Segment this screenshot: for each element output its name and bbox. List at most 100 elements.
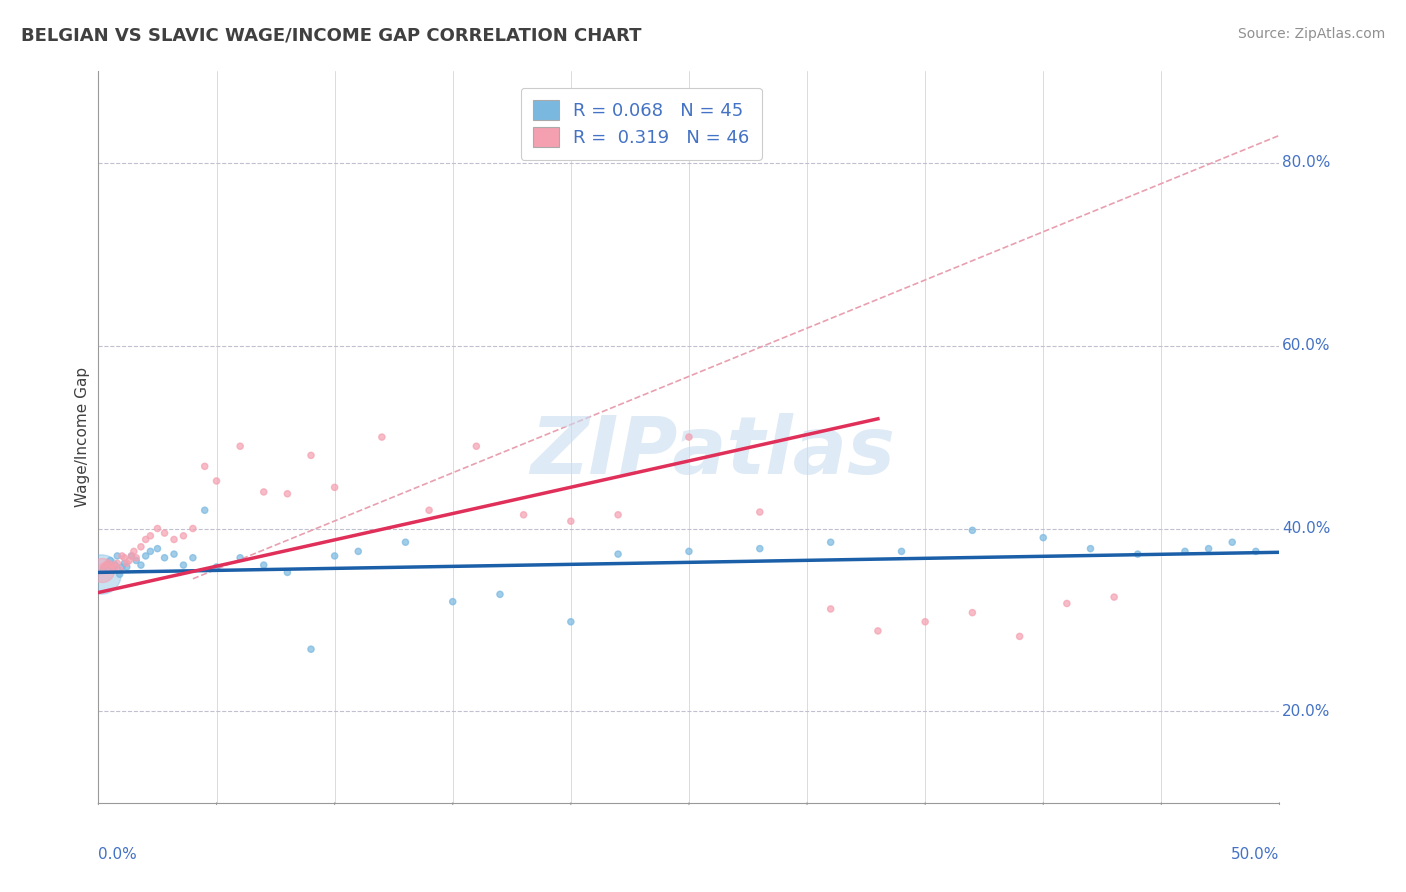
Point	[560, 514, 582, 528]
Point	[253, 485, 276, 500]
Text: BELGIAN VS SLAVIC WAGE/INCOME GAP CORRELATION CHART: BELGIAN VS SLAVIC WAGE/INCOME GAP CORREL…	[21, 27, 641, 45]
Point	[678, 544, 700, 558]
Point	[748, 505, 770, 519]
Point	[418, 503, 440, 517]
Point	[135, 533, 157, 547]
Point	[118, 553, 141, 567]
Point	[94, 558, 117, 573]
Point	[229, 550, 252, 565]
Point	[299, 448, 322, 462]
Text: 60.0%: 60.0%	[1282, 338, 1330, 353]
Point	[299, 642, 322, 657]
Text: 50.0%: 50.0%	[1232, 847, 1279, 862]
Point	[607, 547, 630, 561]
Point	[1220, 535, 1243, 549]
Point	[181, 521, 204, 535]
Point	[276, 487, 298, 501]
Point	[394, 535, 416, 549]
Point	[97, 558, 120, 573]
Point	[146, 521, 169, 535]
Point	[866, 624, 889, 638]
Point	[1198, 541, 1220, 556]
Point	[489, 587, 512, 601]
Point	[607, 508, 630, 522]
Point	[101, 558, 124, 573]
Point	[104, 560, 127, 574]
Text: 80.0%: 80.0%	[1282, 155, 1330, 170]
Point	[90, 567, 112, 582]
Point	[512, 508, 534, 522]
Point	[111, 549, 134, 563]
Point	[105, 549, 128, 563]
Point	[108, 563, 131, 577]
Point	[125, 553, 148, 567]
Point	[194, 459, 217, 474]
Legend: R = 0.068   N = 45, R =  0.319   N = 46: R = 0.068 N = 45, R = 0.319 N = 46	[520, 87, 762, 160]
Point	[172, 529, 194, 543]
Point	[111, 560, 134, 574]
Point	[914, 615, 936, 629]
Text: 40.0%: 40.0%	[1282, 521, 1330, 536]
Point	[1102, 590, 1125, 604]
Point	[962, 524, 984, 538]
Point	[91, 560, 114, 574]
Point	[135, 549, 157, 563]
Point	[112, 556, 135, 570]
Point	[97, 556, 120, 570]
Point	[121, 549, 143, 563]
Point	[115, 556, 138, 570]
Point	[121, 549, 143, 563]
Point	[181, 550, 204, 565]
Point	[1008, 629, 1031, 643]
Point	[1080, 541, 1102, 556]
Point	[172, 558, 194, 573]
Point	[441, 594, 464, 608]
Point	[1032, 531, 1054, 545]
Point	[108, 567, 131, 582]
Y-axis label: Wage/Income Gap: Wage/Income Gap	[75, 367, 90, 508]
Point	[890, 544, 912, 558]
Point	[820, 602, 842, 616]
Point	[1126, 547, 1149, 561]
Point	[101, 563, 124, 577]
Point	[194, 503, 217, 517]
Point	[163, 533, 186, 547]
Point	[323, 480, 346, 494]
Point	[748, 541, 770, 556]
Point	[820, 535, 842, 549]
Point	[129, 558, 152, 573]
Point	[153, 550, 176, 565]
Point	[129, 540, 152, 554]
Point	[205, 560, 228, 574]
Point	[104, 558, 127, 573]
Point	[1244, 544, 1267, 558]
Point	[98, 553, 121, 567]
Point	[253, 558, 276, 573]
Point	[1174, 544, 1197, 558]
Point	[347, 544, 370, 558]
Point	[229, 439, 252, 453]
Text: Source: ZipAtlas.com: Source: ZipAtlas.com	[1237, 27, 1385, 41]
Text: ZIPatlas: ZIPatlas	[530, 413, 896, 491]
Point	[91, 563, 114, 577]
Point	[105, 556, 128, 570]
Point	[139, 529, 162, 543]
Text: 20.0%: 20.0%	[1282, 704, 1330, 719]
Point	[125, 550, 148, 565]
Point	[139, 544, 162, 558]
Point	[465, 439, 488, 453]
Point	[276, 566, 298, 580]
Text: 0.0%: 0.0%	[98, 847, 138, 862]
Point	[115, 560, 138, 574]
Point	[153, 526, 176, 541]
Point	[560, 615, 582, 629]
Point	[323, 549, 346, 563]
Point	[91, 563, 114, 577]
Point	[146, 541, 169, 556]
Point	[205, 474, 228, 488]
Point	[962, 606, 984, 620]
Point	[98, 563, 121, 577]
Point	[678, 430, 700, 444]
Point	[371, 430, 394, 444]
Point	[112, 550, 135, 565]
